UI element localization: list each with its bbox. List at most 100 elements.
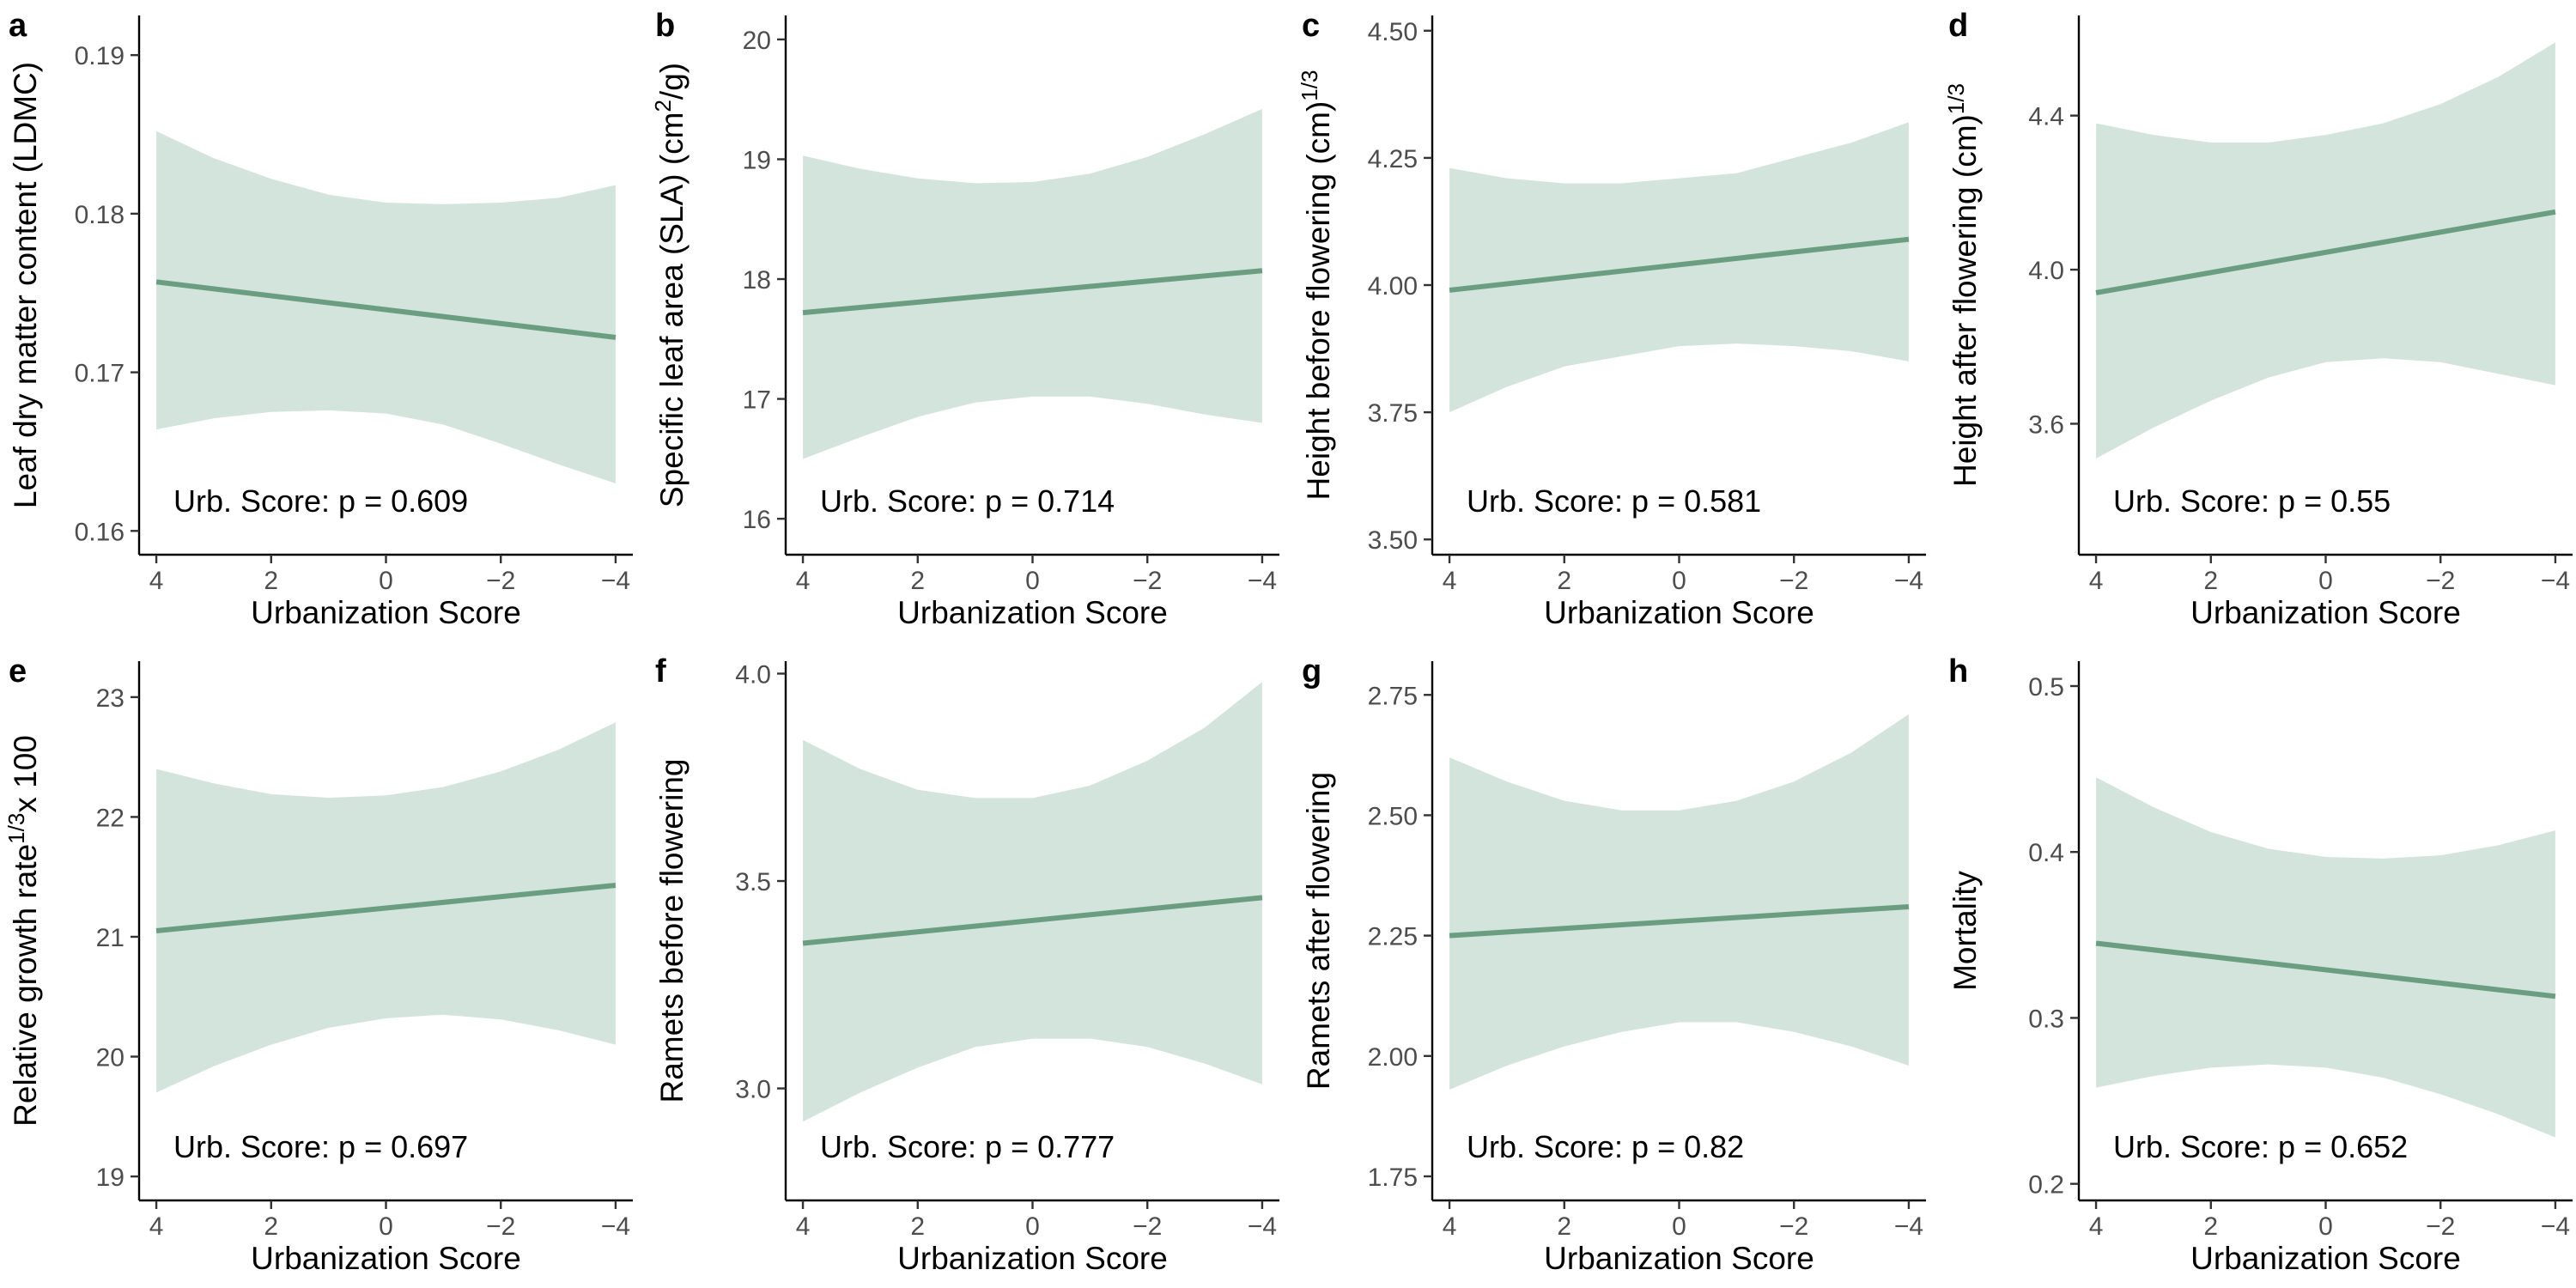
panel-d-x-tick-label: −2 [2426,567,2455,595]
panel-d-fit-line [2095,209,2556,295]
panel-g-y-tick-label: 2.25 [1368,923,1418,951]
panel-f-y-axis-title: Ramets before flowering [654,758,690,1103]
panel-g-y-tick-label: 1.75 [1368,1163,1418,1192]
panel-g-y-tick-label: 2.50 [1368,802,1418,830]
panel-d-y-tick-label: 4.4 [2028,103,2064,131]
panel-c-p-value-annotation: Urb. Score: p = 0.581 [1467,483,1761,519]
panel-b-y-tick-label: 20 [743,27,771,55]
panel-e-x-tick-label: 0 [379,1212,393,1241]
panel-g-x-tick-label: 0 [1672,1212,1686,1241]
panel-b-x-tick-label: −4 [1248,567,1277,595]
panel-h-x-tick-label: −2 [2426,1212,2455,1241]
panel-f-x-tick-label: 2 [910,1212,925,1241]
panel-h-x-tick-label: 4 [2089,1212,2104,1241]
panel-b-letter: b [655,8,675,44]
panel-d: 3.6 4.0 4.4 4 2 0 −2 −4 Urbanization Score Height… [1943,8,2573,630]
panel-b-y-tick-label: 16 [743,506,771,534]
panel-g-y-axis-title: Ramets after flowering [1301,772,1336,1090]
panel-h-y-tick-label: 0.5 [2028,673,2064,702]
panel-g-y-tick-label: 2.00 [1368,1043,1418,1072]
panel-f-x-tick-label: 0 [1025,1212,1040,1241]
panel-f-y-tick-label: 3.0 [735,1076,771,1104]
panel-b-y-tick-label: 18 [743,266,771,295]
panel-c-x-axis-title: Urbanization Score [1544,595,1814,630]
panel-e-y-tick-label: 23 [96,684,125,713]
panel-e-x-axis-title: Urbanization Score [251,1241,521,1276]
panel-e-p-value-annotation: Urb. Score: p = 0.697 [173,1129,468,1164]
panel-d-y-axis-title: Height after flowering (cm)1/3 [1943,83,1983,487]
panel-d-y-tick-label: 4.0 [2028,257,2064,285]
panel-d-p-value-annotation: Urb. Score: p = 0.55 [2113,483,2391,519]
panel-c-x-tick-label: −2 [1779,567,1808,595]
panel-c-y-tick-label: 3.75 [1368,399,1418,428]
panel-b-confidence-band [803,108,1262,459]
panel-b-y-tick-label: 19 [743,146,771,174]
panel-h-y-axis-title: Mortality [1947,871,1983,991]
panel-e-x-tick-label: −4 [601,1212,630,1241]
panel-e-y-axis-title: Relative growth rate1/3x 100 [3,735,43,1127]
panel-d-x-tick-label: 4 [2089,567,2104,595]
panel-e-y-tick-label: 21 [96,924,125,952]
panel-g-x-tick-label: −4 [1894,1212,1923,1241]
panel-a-y-tick-label: 0.16 [75,518,125,546]
panel-e-y-tick-label: 20 [96,1044,125,1072]
panel-a-fit-line [155,279,617,340]
panel-f-x-tick-label: 4 [796,1212,811,1241]
panel-a-p-value-annotation: Urb. Score: p = 0.609 [173,483,468,519]
panel-d-x-tick-label: −4 [2541,567,2570,595]
panel-a-x-tick-label: 0 [379,567,393,595]
panel-c-y-axis-title: Height before flowering (cm)1/3 [1297,70,1336,501]
panel-c-x-tick-label: 2 [1557,567,1571,595]
panel-h-confidence-band [2096,777,2555,1138]
panel-f-y-tick-label: 3.5 [735,868,771,896]
panel-c-x-tick-label: 4 [1443,567,1457,595]
panel-f-y-tick-label: 4.0 [735,660,771,689]
panel-g-fit-line [1449,903,1910,939]
panel-b-y-tick-label: 17 [743,386,771,415]
panel-b-x-tick-label: −2 [1133,567,1162,595]
panel-f-x-tick-label: −4 [1248,1212,1277,1241]
panel-h-y-tick-label: 0.3 [2028,1005,2064,1033]
panel-h: 0.2 0.3 0.4 0.5 4 2 0 −2 −4 Urbanization Score Mor… [1947,653,2573,1276]
panel-f-fit-line [802,895,1263,946]
panel-h-x-tick-label: 0 [2318,1212,2333,1241]
panel-d-letter: d [1948,8,1968,44]
panel-f-x-tick-label: −2 [1133,1212,1162,1241]
panel-e-fit-line [155,882,617,933]
panel-h-letter: h [1948,653,1968,690]
panel-a-x-tick-label: 4 [149,567,164,595]
panel-h-x-tick-label: 2 [2203,1212,2218,1241]
panel-b-fit-line [802,268,1263,316]
panel-a: 0.16 0.17 0.18 0.19 4 2 0 −2 −4 Urbanization Scor… [8,8,633,630]
panel-b-y-axis-title: Specific leaf area (SLA) (cm2/g) [650,63,690,507]
panel-h-y-tick-label: 0.2 [2028,1171,2064,1200]
panel-h-x-tick-label: −4 [2541,1212,2570,1241]
panel-g-x-tick-label: 2 [1557,1212,1571,1241]
panel-d-y-tick-label: 3.6 [2028,410,2064,439]
panel-g-y-tick-label: 2.75 [1368,682,1418,710]
panel-f-x-axis-title: Urbanization Score [897,1241,1168,1276]
panel-c-letter: c [1302,8,1320,44]
panel-b-x-tick-label: 2 [910,567,925,595]
panel-a-x-tick-label: −2 [486,567,515,595]
panel-g-confidence-band [1449,714,1909,1090]
panel-h-p-value-annotation: Urb. Score: p = 0.652 [2113,1129,2408,1164]
panel-c-y-tick-label: 3.50 [1368,526,1418,555]
panel-c: 3.50 3.75 4.00 4.25 4.50 4 2 0 −2 −4 Urbanization … [1297,8,1926,630]
panel-h-x-axis-title: Urbanization Score [2190,1241,2461,1276]
panel-e-x-tick-label: 2 [264,1212,278,1241]
panel-a-x-axis-title: Urbanization Score [251,595,521,630]
panel-f-confidence-band [803,682,1262,1122]
panel-g-x-tick-label: 4 [1443,1212,1457,1241]
panel-e-x-tick-label: 4 [149,1212,164,1241]
panel-d-x-tick-label: 2 [2203,567,2218,595]
panel-f: 3.0 3.5 4.0 4 2 0 −2 −4 Urbanization Score Ramets… [654,653,1279,1276]
panel-f-letter: f [655,653,666,690]
panel-b-x-tick-label: 4 [796,567,811,595]
panel-c-y-tick-label: 4.50 [1368,18,1418,46]
panel-e-x-tick-label: −2 [486,1212,515,1241]
panel-b-x-axis-title: Urbanization Score [897,595,1168,630]
panel-a-y-tick-label: 0.18 [75,201,125,229]
